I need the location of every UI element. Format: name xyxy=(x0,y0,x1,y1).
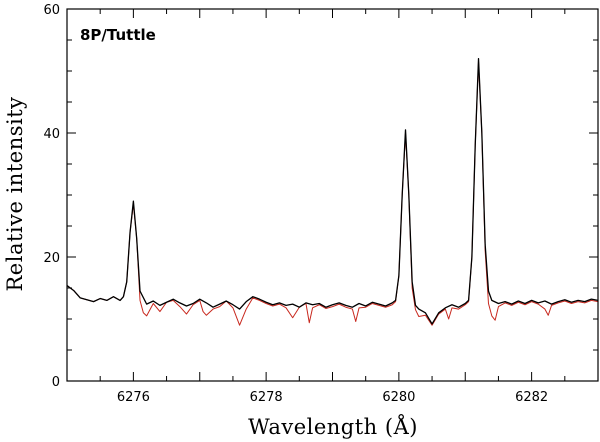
y-tick-label: 60 xyxy=(43,3,60,18)
x-tick-label: 6278 xyxy=(250,390,283,405)
observed-spectrum-line xyxy=(66,57,599,325)
y-axis-title: Relative intensity xyxy=(3,96,27,291)
x-tick-label: 6280 xyxy=(382,390,415,405)
plot-frame xyxy=(66,8,599,382)
x-axis-ticks: 6276 6278 6280 6282 xyxy=(66,9,599,405)
x-tick-label: 6282 xyxy=(515,390,548,405)
plot-area xyxy=(66,57,599,326)
y-tick-label: 20 xyxy=(43,251,60,266)
x-axis-title: Wavelength (Å) xyxy=(248,414,418,439)
y-tick-label: 0 xyxy=(52,375,60,390)
comet-annotation: 8P/Tuttle xyxy=(80,26,156,44)
x-tick-label: 6276 xyxy=(117,390,150,405)
y-tick-label: 40 xyxy=(43,127,60,142)
y-axis-ticks: 0 20 40 60 xyxy=(43,3,598,390)
model-spectrum-line xyxy=(66,61,599,326)
